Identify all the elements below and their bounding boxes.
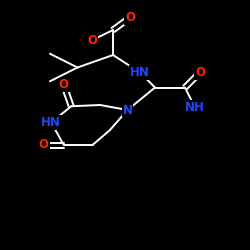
Text: N: N: [122, 104, 132, 117]
Text: O: O: [88, 34, 98, 46]
Text: O: O: [59, 78, 69, 92]
Text: O: O: [125, 11, 135, 24]
Text: O: O: [195, 66, 205, 79]
Text: O: O: [39, 138, 49, 151]
Text: NH: NH: [185, 101, 205, 114]
Text: HN: HN: [130, 66, 150, 79]
Text: HN: HN: [41, 116, 61, 129]
